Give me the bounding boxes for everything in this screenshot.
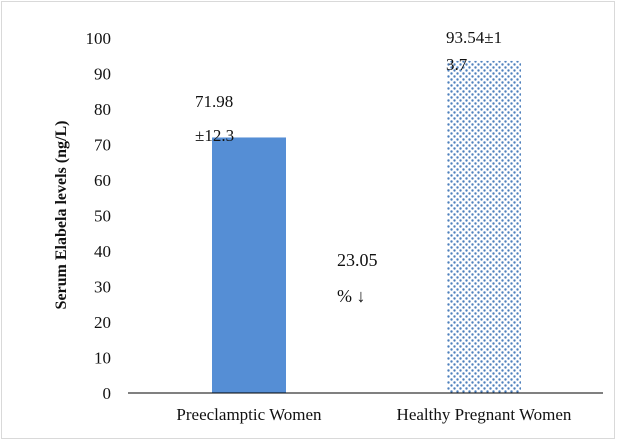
- y-tick-label: 0: [103, 384, 112, 403]
- y-tick-label: 60: [94, 171, 111, 190]
- bars: [212, 60, 521, 394]
- y-tick-label: 100: [86, 29, 112, 48]
- data-label: ±12.3: [195, 126, 234, 145]
- y-tick-label: 10: [94, 349, 111, 368]
- y-tick-label: 70: [94, 136, 111, 155]
- annotation-line-2: % ↓: [337, 286, 366, 306]
- category-labels: Preeclamptic Women Healthy Pregnant Women: [176, 405, 572, 424]
- data-label: 3.7: [446, 55, 468, 74]
- y-tick-label: 50: [94, 207, 111, 226]
- data-label: 71.98: [195, 92, 233, 111]
- annotation-line-1: 23.05: [337, 250, 378, 270]
- y-tick-label: 90: [94, 65, 111, 84]
- y-tick-label: 40: [94, 242, 111, 261]
- y-tick-label: 20: [94, 313, 111, 332]
- data-labels: 71.98 ±12.3 93.54±1 3.7: [195, 28, 502, 145]
- category-label: Preeclamptic Women: [176, 405, 322, 424]
- y-tick-label: 80: [94, 100, 111, 119]
- y-axis-label: Serum Elabela levels (ng/L): [53, 121, 70, 310]
- category-label: Healthy Pregnant Women: [397, 405, 572, 424]
- bar: [212, 137, 286, 393]
- percent-change-annotation: 23.05 % ↓: [337, 250, 378, 306]
- bar: [447, 60, 521, 394]
- data-label: 93.54±1: [446, 28, 502, 47]
- y-tick-label: 30: [94, 278, 111, 297]
- y-tick-labels: 0 10 20 30 40 50 60 70 80 90 100: [86, 29, 112, 403]
